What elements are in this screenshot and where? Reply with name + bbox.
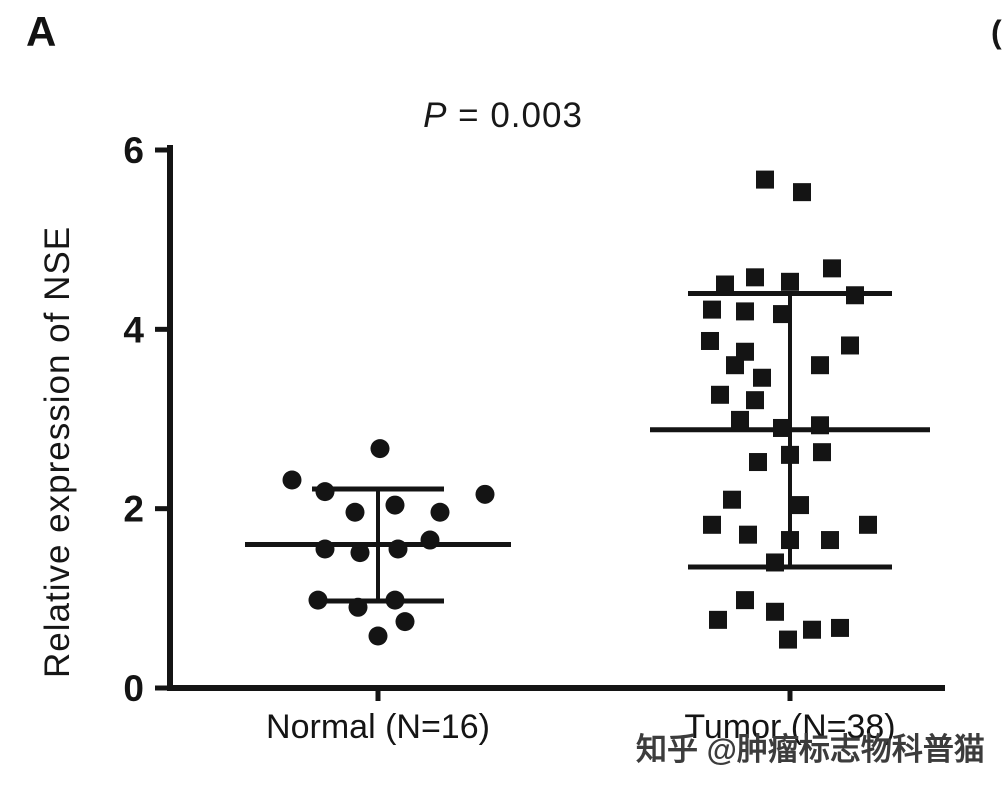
data-point <box>709 610 727 629</box>
data-point <box>726 356 744 375</box>
p-value: = 0.003 <box>447 96 583 135</box>
data-point <box>739 525 757 544</box>
y-tick-label: 6 <box>123 130 144 171</box>
data-point <box>773 418 791 437</box>
data-point <box>420 530 440 550</box>
data-point <box>753 368 771 387</box>
data-point <box>766 602 784 621</box>
data-point <box>385 495 405 515</box>
data-point <box>703 300 721 319</box>
x-group-label: Tumor (N=38) <box>684 708 895 746</box>
panel-label: A <box>26 8 57 55</box>
data-point <box>803 620 821 639</box>
data-point <box>368 626 388 646</box>
data-point <box>746 268 764 287</box>
data-point <box>345 502 365 522</box>
data-point <box>793 183 811 202</box>
data-point <box>749 453 767 472</box>
data-point <box>395 612 415 632</box>
cropped-panel-mark: ( <box>991 14 1002 50</box>
data-point <box>370 439 390 459</box>
p-symbol: P <box>423 96 448 135</box>
data-point <box>731 410 749 429</box>
data-point <box>315 482 335 502</box>
y-tick-label: 4 <box>123 309 144 350</box>
data-point <box>823 259 841 278</box>
data-point <box>859 515 877 534</box>
data-point <box>475 484 495 504</box>
data-point <box>282 470 302 490</box>
data-point <box>813 443 831 462</box>
p-value-annotation: P = 0.003 <box>0 96 1006 136</box>
data-point <box>711 385 729 404</box>
data-point <box>703 515 721 534</box>
data-point <box>846 286 864 305</box>
data-point <box>831 618 849 637</box>
data-point <box>811 416 829 435</box>
x-group-label: Normal (N=16) <box>266 708 490 746</box>
data-point <box>723 490 741 509</box>
data-point <box>841 336 859 355</box>
data-point <box>736 302 754 321</box>
data-point <box>350 543 370 563</box>
data-point <box>430 502 450 522</box>
data-point <box>791 496 809 515</box>
data-point <box>308 590 328 610</box>
data-point <box>388 539 408 559</box>
data-point <box>781 531 799 550</box>
data-point <box>766 553 784 572</box>
data-point <box>315 539 335 559</box>
data-point <box>781 445 799 464</box>
data-point <box>781 272 799 291</box>
data-point <box>756 170 774 189</box>
data-point <box>385 590 405 610</box>
data-point <box>736 591 754 610</box>
data-point <box>821 531 839 550</box>
data-point <box>348 597 368 617</box>
data-point <box>779 630 797 649</box>
data-point <box>746 391 764 410</box>
data-point <box>701 331 719 350</box>
data-point <box>716 275 734 294</box>
data-point <box>811 356 829 375</box>
data-point <box>773 305 791 324</box>
y-tick-label: 0 <box>123 668 144 709</box>
y-tick-label: 2 <box>123 489 144 530</box>
watermark: 知乎 @肿瘤标志物科普猫 <box>636 732 985 767</box>
